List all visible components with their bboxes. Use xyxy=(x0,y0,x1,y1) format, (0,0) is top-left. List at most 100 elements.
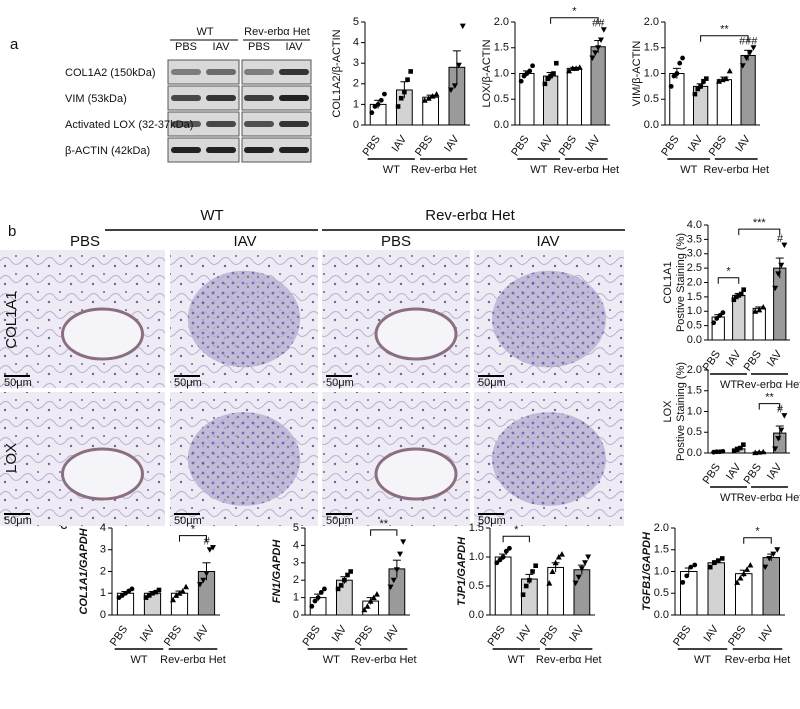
y-tick-label: 3.0 xyxy=(687,248,702,260)
x-tick-label: PBS xyxy=(538,624,560,649)
histology-group: WT xyxy=(200,207,223,224)
significance-bracket xyxy=(502,535,530,543)
data-point xyxy=(554,60,559,66)
blot-band xyxy=(171,95,201,101)
x-tick-label: IAV xyxy=(192,623,212,644)
scale-label: 50μm xyxy=(174,515,202,527)
data-point xyxy=(772,285,779,292)
data-point xyxy=(176,590,183,596)
data-point xyxy=(566,67,573,74)
data-point xyxy=(182,583,189,590)
x-tick-label: IAV xyxy=(702,623,722,644)
y-tick-label: 1.0 xyxy=(644,67,659,79)
data-point xyxy=(197,582,204,588)
group-label: Rev-erbα Het xyxy=(351,654,417,666)
y-tick-label: 0.0 xyxy=(644,119,659,131)
blot-band xyxy=(244,147,274,153)
data-point xyxy=(775,435,782,442)
data-point xyxy=(322,586,327,592)
data-point xyxy=(421,97,428,103)
data-point xyxy=(318,589,324,595)
y-tick-label: 2.5 xyxy=(687,262,702,274)
y-tick-label: 0.5 xyxy=(469,580,484,592)
x-tick-label: PBS xyxy=(301,624,323,649)
blot-band xyxy=(244,121,274,127)
data-point xyxy=(720,448,726,454)
significance-bracket xyxy=(370,529,398,536)
y-tick-label: 1.0 xyxy=(687,305,702,317)
x-tick-label: IAV xyxy=(765,348,785,369)
group-label: WT xyxy=(694,654,711,666)
data-point xyxy=(781,242,788,249)
y-tick-label: 0.0 xyxy=(469,609,484,621)
bar xyxy=(573,569,591,616)
data-point xyxy=(752,308,759,314)
data-point xyxy=(582,560,589,566)
y-tick-label: 0.5 xyxy=(687,426,702,438)
data-point xyxy=(451,83,458,89)
group-label: WT xyxy=(720,492,737,504)
bar xyxy=(521,578,538,616)
y-tick-label: 2 xyxy=(100,565,106,577)
data-point xyxy=(400,539,407,545)
group-label: WT xyxy=(383,164,400,176)
x-tick-label: IAV xyxy=(686,133,706,154)
data-point xyxy=(746,50,753,56)
data-point xyxy=(680,55,685,61)
blot-band xyxy=(206,69,236,75)
data-point xyxy=(397,551,404,558)
x-tick-label: PBS xyxy=(353,624,375,649)
data-point xyxy=(173,592,180,598)
blot-lane: IAV xyxy=(213,41,231,53)
data-point xyxy=(150,590,155,596)
data-point xyxy=(576,64,583,70)
airway xyxy=(61,447,144,501)
y-tick-label: 1.5 xyxy=(654,544,669,556)
significance-label: ** xyxy=(720,24,729,36)
data-point xyxy=(503,548,509,554)
data-point xyxy=(711,560,717,566)
histology-column: PBS xyxy=(70,233,100,250)
significance-label: ** xyxy=(765,392,774,404)
x-tick-label: PBS xyxy=(557,134,579,159)
tissue-dense xyxy=(492,412,606,506)
data-point xyxy=(736,293,742,298)
data-point xyxy=(739,63,746,69)
scale-label: 50μm xyxy=(4,377,32,389)
blot-row-label: β-ACTIN (42kDa) xyxy=(65,145,150,157)
y-tick-label: 2 xyxy=(353,78,359,90)
x-tick-label: IAV xyxy=(330,623,350,644)
x-tick-label: IAV xyxy=(390,133,410,154)
group-label: Rev-erbα Het xyxy=(703,164,769,176)
y-tick-label: 2.0 xyxy=(687,364,702,376)
data-point xyxy=(578,566,585,572)
y-tick-label: 0 xyxy=(353,119,359,131)
data-point xyxy=(720,310,726,316)
y-axis-label: TJP1/GAPDH xyxy=(456,536,468,606)
significance-label: ## xyxy=(592,18,605,30)
data-point xyxy=(527,577,532,583)
data-point xyxy=(738,291,744,297)
x-tick-label: IAV xyxy=(567,623,587,644)
data-point xyxy=(752,449,759,456)
x-tick-label: PBS xyxy=(707,134,729,159)
data-point xyxy=(387,584,394,591)
blot-band xyxy=(171,147,201,153)
y-tick-label: 1 xyxy=(353,98,359,110)
data-point xyxy=(770,551,777,558)
bar xyxy=(716,79,732,126)
histology-row: COL1A1 xyxy=(3,291,20,349)
data-point xyxy=(743,55,750,62)
airway xyxy=(61,307,144,361)
group-label: WT xyxy=(680,164,697,176)
data-point xyxy=(701,78,706,84)
panel-letter: a xyxy=(10,36,19,53)
blot-row-label: Activated LOX (32-37kDa) xyxy=(65,119,193,131)
x-tick-label: PBS xyxy=(108,624,130,649)
data-point xyxy=(734,447,740,452)
data-point xyxy=(731,297,737,303)
data-point xyxy=(585,554,592,560)
bar xyxy=(773,267,787,341)
data-point xyxy=(555,554,562,560)
